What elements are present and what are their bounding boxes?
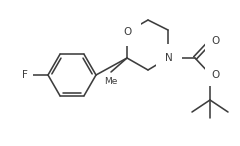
Text: N: N [165,53,173,63]
Text: F: F [22,70,28,80]
Text: O: O [211,36,219,46]
Text: O: O [211,70,219,80]
Text: Me: Me [104,77,118,86]
Text: O: O [123,27,131,37]
